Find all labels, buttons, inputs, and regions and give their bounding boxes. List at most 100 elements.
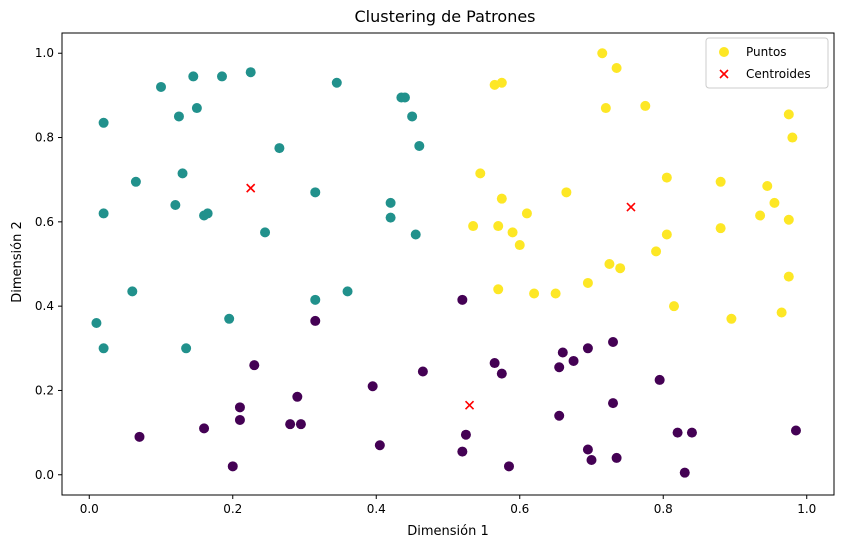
data-point	[310, 315, 321, 326]
data-point	[521, 208, 532, 219]
data-point	[191, 103, 202, 114]
data-point	[417, 366, 428, 377]
data-point	[496, 77, 507, 88]
data-point	[489, 358, 500, 369]
data-point	[679, 467, 690, 478]
x-tick-label: 0.8	[654, 502, 673, 516]
data-point	[460, 429, 471, 440]
legend: Puntos Centroides	[705, 37, 829, 89]
data-point	[686, 427, 697, 438]
data-point	[582, 444, 593, 455]
plot-area-border	[61, 32, 835, 496]
y-axis-label: Dimensión 2	[10, 221, 25, 303]
data-point	[507, 227, 518, 238]
data-point	[292, 391, 303, 402]
data-point	[177, 168, 188, 179]
data-point	[173, 111, 184, 122]
data-point	[127, 286, 138, 297]
data-point	[783, 271, 794, 282]
data-point	[234, 402, 245, 413]
data-point	[503, 461, 514, 472]
y-tick-label: 1.0	[35, 46, 54, 60]
x-axis: 0.0 0.2 0.4 0.6 0.8 1.0	[80, 495, 816, 516]
data-point	[399, 92, 410, 103]
chart-title: Clustering de Patrones	[354, 7, 535, 26]
data-point	[457, 446, 468, 457]
data-point	[726, 313, 737, 324]
data-point	[410, 229, 421, 240]
data-point	[385, 197, 396, 208]
x-tick-label: 1.0	[797, 502, 816, 516]
x-tick-label: 0.6	[510, 502, 529, 516]
legend-box	[705, 37, 829, 89]
y-tick-label: 0.0	[35, 468, 54, 482]
data-point	[608, 336, 619, 347]
data-point	[640, 100, 651, 111]
data-point	[783, 109, 794, 120]
data-point	[783, 214, 794, 225]
data-point	[755, 210, 766, 221]
data-point	[762, 181, 773, 192]
data-point	[188, 71, 199, 82]
legend-label: Centroides	[746, 67, 811, 81]
data-point	[234, 414, 245, 425]
data-point	[769, 197, 780, 208]
data-point	[134, 431, 145, 442]
data-point	[199, 423, 210, 434]
data-point	[407, 111, 418, 122]
data-point	[586, 455, 597, 466]
x-axis-label: Dimensión 1	[407, 524, 489, 539]
legend-x-marker	[719, 69, 729, 79]
data-point	[227, 461, 238, 472]
y-axis: 0.0 0.2 0.4 0.6 0.8 1.0	[35, 46, 62, 482]
data-point	[260, 227, 271, 238]
data-point	[181, 343, 192, 354]
data-point	[654, 374, 665, 385]
data-point	[493, 221, 504, 232]
centroid-marker	[246, 183, 256, 193]
data-point	[582, 277, 593, 288]
data-point	[787, 132, 798, 143]
axes-frame	[61, 32, 835, 496]
data-point	[661, 172, 672, 183]
x-tick-label: 0.4	[367, 502, 386, 516]
data-point	[790, 425, 801, 436]
y-tick-label: 0.6	[35, 215, 54, 229]
data-point	[457, 294, 468, 305]
data-point	[249, 360, 260, 371]
data-point	[554, 362, 565, 373]
data-point	[554, 410, 565, 421]
centroid-stroke	[464, 400, 475, 410]
data-point	[582, 343, 593, 354]
data-point	[529, 288, 540, 299]
data-point	[608, 398, 619, 409]
data-point	[310, 187, 321, 198]
data-point	[367, 381, 378, 392]
data-point	[130, 176, 141, 187]
data-point	[475, 168, 486, 179]
data-point	[98, 117, 109, 128]
data-point	[600, 103, 611, 114]
data-point	[604, 259, 615, 269]
centroid-marker	[626, 202, 636, 212]
data-point	[202, 208, 213, 219]
legend-label: Puntos	[746, 45, 787, 59]
centroid-markers	[246, 183, 636, 410]
data-point	[245, 67, 256, 78]
data-points	[91, 48, 801, 478]
data-point	[295, 419, 306, 430]
data-point	[514, 240, 525, 251]
data-point	[611, 62, 622, 73]
data-point	[615, 263, 626, 274]
y-tick-label: 0.8	[35, 131, 54, 145]
data-point	[216, 71, 227, 82]
data-point	[91, 318, 102, 329]
centroid-marker	[464, 400, 475, 410]
data-point	[651, 246, 662, 257]
data-point	[715, 176, 726, 187]
data-point	[561, 187, 572, 198]
data-point	[274, 143, 285, 154]
data-point	[493, 284, 504, 295]
centroid-stroke	[626, 202, 636, 212]
